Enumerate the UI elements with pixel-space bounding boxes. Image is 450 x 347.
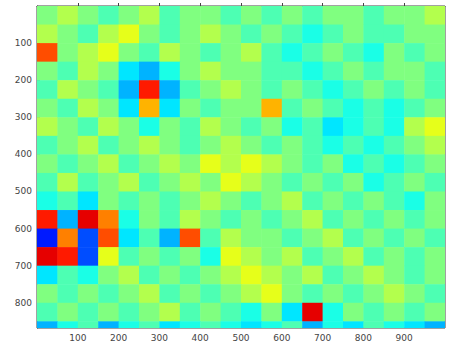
- svg-text:200: 200: [15, 75, 32, 85]
- svg-text:900: 900: [396, 333, 413, 343]
- svg-text:100: 100: [15, 38, 32, 48]
- svg-text:200: 200: [110, 333, 127, 343]
- svg-text:100: 100: [69, 333, 86, 343]
- svg-text:800: 800: [15, 298, 32, 308]
- svg-text:500: 500: [15, 186, 32, 196]
- svg-text:400: 400: [15, 149, 32, 159]
- svg-text:800: 800: [355, 333, 372, 343]
- svg-text:700: 700: [15, 261, 32, 271]
- svg-text:500: 500: [232, 333, 249, 343]
- svg-text:400: 400: [192, 333, 209, 343]
- svg-text:300: 300: [15, 112, 32, 122]
- svg-text:300: 300: [151, 333, 168, 343]
- svg-text:600: 600: [273, 333, 290, 343]
- svg-text:600: 600: [15, 224, 32, 234]
- svg-text:700: 700: [314, 333, 331, 343]
